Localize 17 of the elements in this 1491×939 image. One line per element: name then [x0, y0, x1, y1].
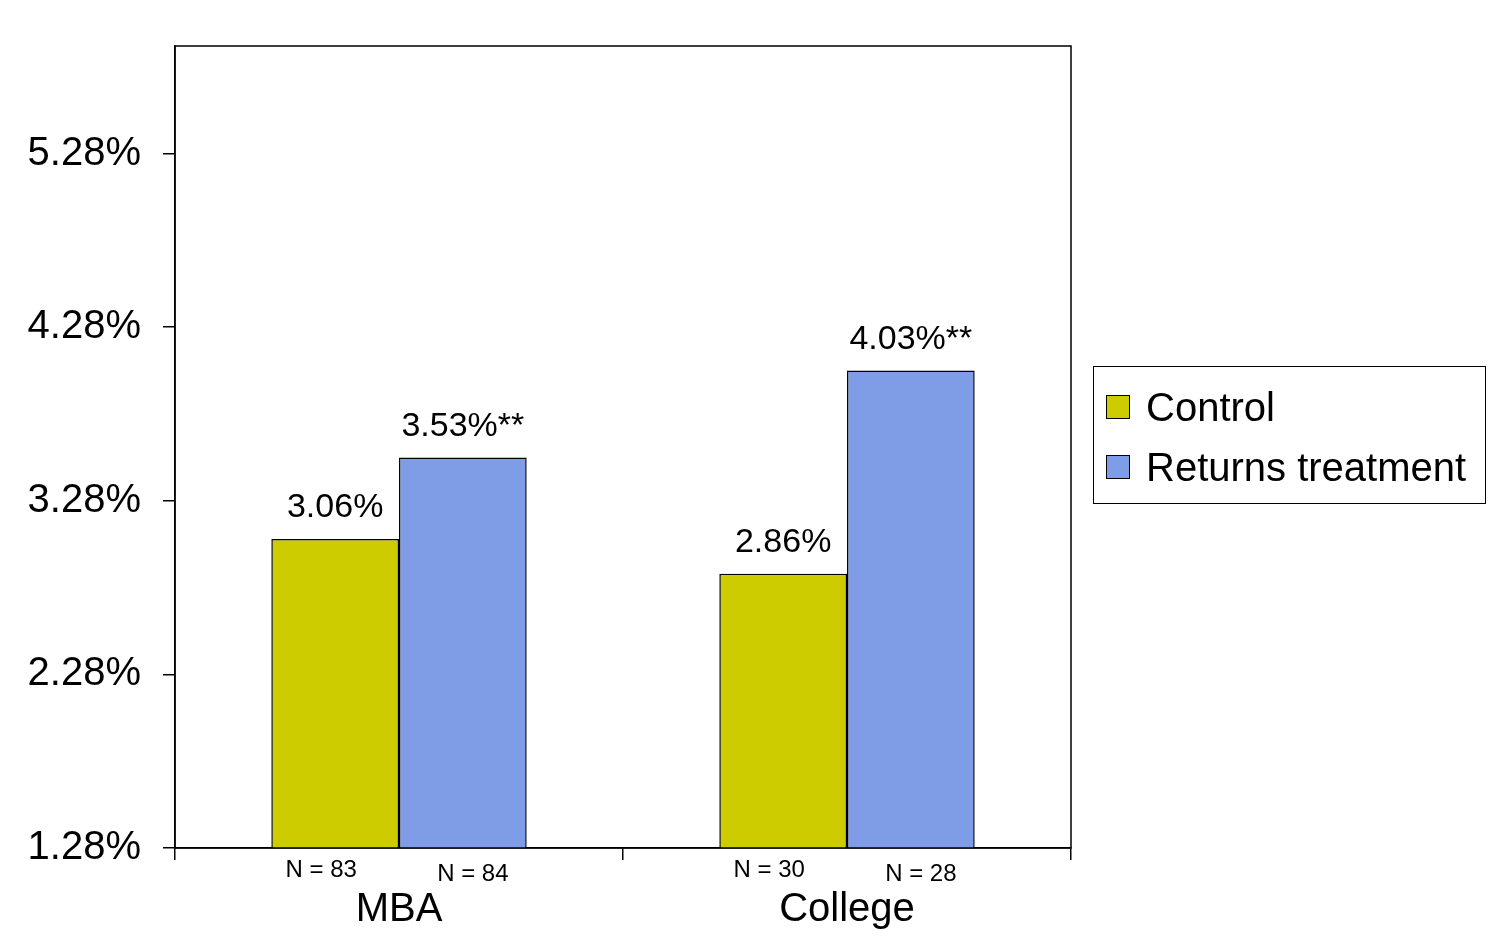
y-tick-label: 1.28% — [27, 823, 141, 868]
data-label: 2.86% — [734, 521, 832, 560]
legend-label: Control — [1146, 384, 1275, 431]
text: N = 30 — [733, 854, 805, 882]
x-tick-label: College — [779, 885, 915, 930]
data-label: 3.06% — [286, 486, 384, 525]
data-label: 3.53%** — [401, 404, 525, 443]
text: N = 84 — [437, 858, 509, 886]
y-tick-label: 3.28% — [27, 475, 141, 520]
y-tick-label: 5.28% — [27, 128, 141, 173]
y-tick-label: 4.28% — [27, 302, 141, 347]
text: N = 83 — [285, 854, 357, 882]
x-tick-label: MBA — [355, 885, 443, 930]
text: N = 28 — [885, 858, 957, 886]
data-label: 4.03%** — [849, 317, 973, 356]
legend-label: Returns treatment — [1146, 444, 1467, 491]
y-tick-label: 2.28% — [27, 649, 141, 694]
